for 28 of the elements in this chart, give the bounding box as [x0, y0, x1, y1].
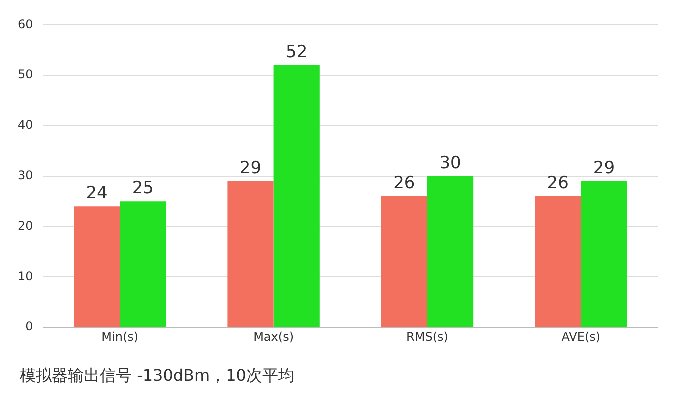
x-tick-label: AVE(s): [562, 330, 601, 344]
data-label: 26: [547, 173, 569, 194]
y-tick-label: 30: [18, 168, 34, 183]
y-tick-label: 10: [18, 269, 34, 284]
bar: [535, 196, 582, 328]
bar: [120, 202, 166, 328]
bar: [274, 66, 320, 328]
bar: [228, 181, 274, 328]
bar: [581, 181, 628, 328]
y-tick-label: 40: [18, 118, 34, 132]
bar: [427, 176, 474, 328]
y-tick-label: 20: [18, 218, 34, 233]
data-label: 29: [593, 158, 616, 178]
data-label: 52: [286, 42, 308, 62]
bar: [74, 206, 120, 328]
data-label: 25: [132, 178, 154, 199]
data-label: 29: [240, 158, 262, 178]
text: 模拟器输出信号 -130dBm，10次平均: [20, 366, 296, 387]
y-tick-label: 0: [26, 320, 34, 334]
x-tick-label: Max(s): [254, 330, 294, 344]
y-tick-label: 60: [18, 17, 34, 32]
data-label: 24: [86, 184, 108, 204]
data-label: 30: [440, 153, 462, 174]
x-tick-label: Min(s): [102, 330, 139, 344]
x-tick-label: RMS(s): [406, 330, 448, 344]
bar: [381, 196, 428, 328]
data-label: 26: [394, 173, 416, 194]
y-tick-label: 50: [18, 68, 34, 82]
